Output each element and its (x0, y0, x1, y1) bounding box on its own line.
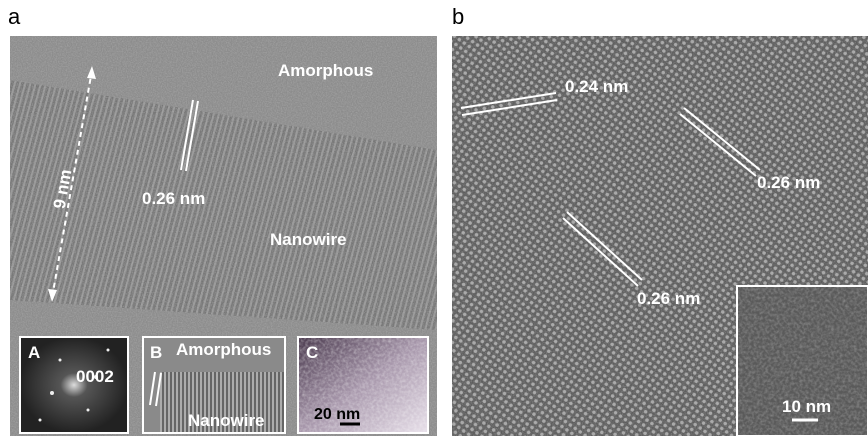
spacing-label: 0.26 nm (142, 189, 205, 208)
panel-b: b 0.24 nm 0.26 nm 0.26 nm 10 nm (452, 4, 868, 436)
amorphous-label: Amorphous (176, 340, 271, 359)
spacing-label: 0.24 nm (565, 77, 628, 96)
figure: a 9 nm 0.26 nm Amorphous Nanowire A 0002… (0, 0, 868, 436)
amorphous-label: Amorphous (278, 61, 373, 80)
scale-label: 20 nm (314, 406, 360, 423)
nanowire-label: Nanowire (188, 411, 265, 430)
fft-index: 0002 (76, 367, 114, 386)
panel-label: a (8, 4, 21, 29)
inset-label: A (28, 343, 40, 362)
spacing-label: 0.26 nm (757, 173, 820, 192)
inset-label: B (150, 343, 162, 362)
panel-a: a 9 nm 0.26 nm Amorphous Nanowire A 0002… (8, 4, 437, 436)
nanowire-label: Nanowire (270, 230, 347, 249)
inset-label: C (306, 343, 318, 362)
panel-label: b (452, 4, 464, 29)
scale-label: 10 nm (782, 397, 831, 416)
spacing-label: 0.26 nm (637, 289, 700, 308)
page: {"panels": [ {"label": "a", "annotations… (0, 0, 868, 436)
